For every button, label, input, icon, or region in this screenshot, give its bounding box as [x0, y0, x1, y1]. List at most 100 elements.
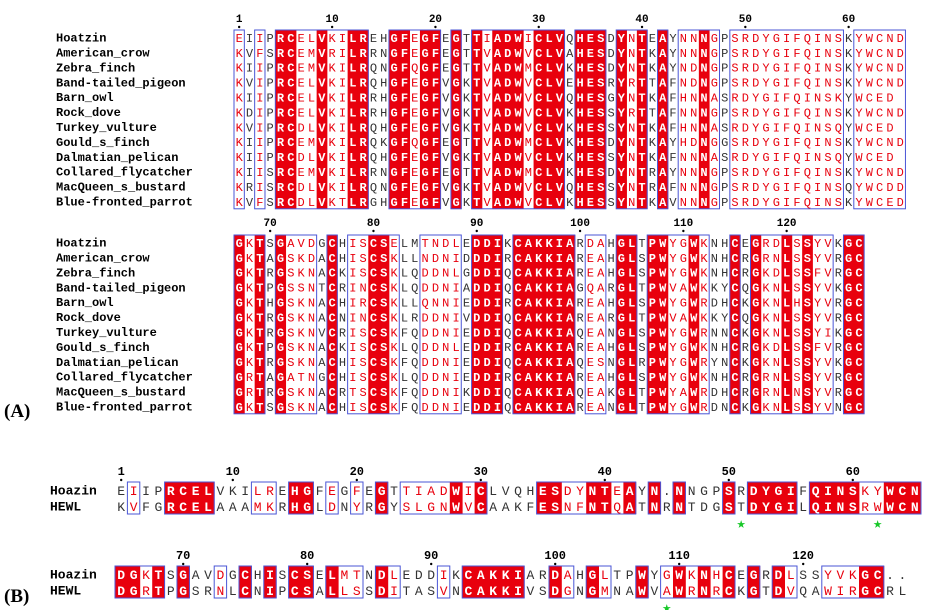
residue: I: [339, 62, 346, 76]
residue: G: [773, 196, 780, 210]
residue: D: [483, 326, 490, 340]
residue: S: [380, 297, 387, 311]
residue: G: [773, 77, 780, 91]
residue: H: [380, 121, 387, 135]
residue: Q: [514, 484, 522, 499]
residue: S: [638, 371, 645, 385]
sequence-name: Barn_owl: [56, 91, 114, 105]
residue: D: [897, 77, 904, 91]
residue: Y: [669, 297, 676, 311]
identical-column-fill: [722, 482, 736, 514]
residue: V: [318, 121, 326, 135]
residue: P: [721, 32, 728, 46]
residue: C: [370, 326, 377, 340]
residue: F: [793, 77, 800, 91]
residue: D: [504, 136, 511, 150]
conserved-region-box: [263, 565, 277, 599]
residue: E: [236, 32, 243, 46]
residue: L: [545, 92, 552, 106]
residue: G: [452, 77, 459, 91]
residue: L: [783, 252, 790, 266]
residue: L: [628, 341, 635, 355]
residue: R: [277, 151, 285, 165]
residue: V: [824, 267, 832, 281]
residue: N: [824, 136, 831, 150]
residue: R: [266, 484, 274, 499]
residue: S: [597, 62, 604, 76]
residue: I: [783, 136, 790, 150]
residue: C: [731, 282, 738, 296]
residue: M: [308, 136, 315, 150]
residue: C: [329, 282, 336, 296]
residue: D: [328, 500, 336, 515]
conserved-region-box: [746, 481, 798, 515]
residue: I: [556, 326, 563, 340]
residue: K: [566, 62, 574, 76]
residue: Y: [353, 500, 361, 515]
residue: G: [588, 568, 596, 583]
residue: G: [711, 47, 718, 61]
residue: A: [812, 584, 820, 599]
residue: V: [483, 151, 491, 165]
residue: K: [566, 106, 574, 120]
residue: R: [700, 401, 707, 415]
residue: C: [370, 282, 377, 296]
residue: F: [799, 484, 807, 499]
residue: S: [360, 386, 367, 400]
residue: V: [483, 47, 491, 61]
identical-column-fill: [347, 30, 359, 209]
ruler-dot: [554, 562, 557, 566]
residue: D: [690, 77, 697, 91]
residue: A: [494, 121, 502, 135]
residue: H: [576, 136, 583, 150]
residue: R: [835, 341, 842, 355]
residue: F: [526, 500, 534, 515]
residue: Y: [638, 484, 646, 499]
residue: V: [442, 151, 450, 165]
residue: G: [750, 568, 758, 583]
residue: G: [391, 77, 398, 91]
residue: H: [339, 356, 346, 370]
residue: I: [349, 356, 356, 370]
residue: I: [556, 386, 563, 400]
sequence-name: Dalmatian_pelican: [56, 151, 178, 165]
residue: C: [370, 341, 377, 355]
residue: K: [246, 326, 254, 340]
residue: K: [391, 311, 399, 325]
conserved-region-box: [114, 565, 166, 599]
residue: P: [649, 386, 656, 400]
conserved-region-box: [325, 481, 339, 515]
residue: K: [566, 196, 574, 210]
residue: D: [216, 568, 224, 583]
residue: C: [535, 62, 542, 76]
residue: R: [277, 106, 285, 120]
residue: E: [587, 32, 594, 46]
residue: N: [836, 500, 844, 515]
conserved-region-box: [635, 565, 649, 599]
residue: V: [130, 500, 138, 515]
residue: L: [628, 237, 635, 251]
residue: I: [339, 47, 346, 61]
residue: Y: [845, 92, 852, 106]
residue: N: [360, 282, 367, 296]
residue: R: [762, 252, 769, 266]
residue: V: [483, 92, 491, 106]
residue: Y: [650, 568, 658, 583]
residue: N: [339, 311, 346, 325]
ruler-label: 80: [300, 549, 314, 563]
conserved-region-box: [615, 29, 648, 210]
residue: D: [742, 151, 749, 165]
residue: E: [402, 568, 410, 583]
residue: Y: [762, 196, 769, 210]
residue: N: [564, 500, 572, 515]
conserved-region-box: [750, 234, 834, 415]
residue: Q: [804, 106, 811, 120]
residue: K: [502, 584, 510, 599]
residue: L: [783, 341, 790, 355]
residue: T: [463, 32, 470, 46]
residue: E: [587, 297, 594, 311]
residue: I: [814, 136, 821, 150]
residue: I: [349, 371, 356, 385]
residue: G: [861, 584, 869, 599]
sequence-name: Turkey_vulture: [56, 121, 157, 135]
